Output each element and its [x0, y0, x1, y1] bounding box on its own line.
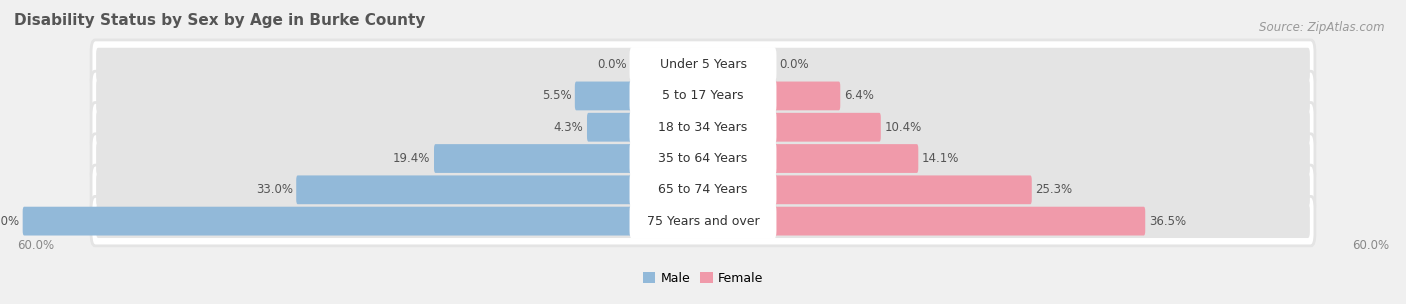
FancyBboxPatch shape	[630, 47, 776, 82]
FancyBboxPatch shape	[772, 175, 1032, 204]
Text: Source: ZipAtlas.com: Source: ZipAtlas.com	[1260, 21, 1385, 34]
Text: 18 to 34 Years: 18 to 34 Years	[658, 121, 748, 134]
FancyBboxPatch shape	[297, 175, 634, 204]
Text: 6.4%: 6.4%	[844, 89, 873, 102]
Text: Disability Status by Sex by Age in Burke County: Disability Status by Sex by Age in Burke…	[14, 13, 426, 28]
Text: 25.3%: 25.3%	[1035, 183, 1073, 196]
FancyBboxPatch shape	[91, 102, 1315, 152]
FancyBboxPatch shape	[630, 141, 776, 176]
FancyBboxPatch shape	[630, 172, 776, 207]
FancyBboxPatch shape	[575, 81, 634, 110]
FancyBboxPatch shape	[434, 144, 634, 173]
FancyBboxPatch shape	[22, 207, 634, 236]
Text: 5.5%: 5.5%	[541, 89, 571, 102]
FancyBboxPatch shape	[630, 110, 776, 145]
Text: 4.3%: 4.3%	[554, 121, 583, 134]
FancyBboxPatch shape	[96, 173, 1310, 207]
Legend: Male, Female: Male, Female	[638, 267, 768, 290]
Text: 60.0%: 60.0%	[1351, 239, 1389, 252]
FancyBboxPatch shape	[91, 71, 1315, 121]
Text: 0.0%: 0.0%	[598, 58, 627, 71]
FancyBboxPatch shape	[772, 113, 880, 142]
FancyBboxPatch shape	[630, 204, 776, 239]
Text: 19.4%: 19.4%	[394, 152, 430, 165]
Text: 10.4%: 10.4%	[884, 121, 921, 134]
FancyBboxPatch shape	[96, 142, 1310, 175]
Text: 36.5%: 36.5%	[1149, 215, 1185, 228]
Text: 60.0%: 60.0%	[0, 215, 20, 228]
FancyBboxPatch shape	[772, 144, 918, 173]
Text: 0.0%: 0.0%	[779, 58, 808, 71]
Text: Under 5 Years: Under 5 Years	[659, 58, 747, 71]
FancyBboxPatch shape	[91, 40, 1315, 89]
Text: 35 to 64 Years: 35 to 64 Years	[658, 152, 748, 165]
FancyBboxPatch shape	[91, 134, 1315, 183]
Text: 14.1%: 14.1%	[922, 152, 959, 165]
Text: 65 to 74 Years: 65 to 74 Years	[658, 183, 748, 196]
FancyBboxPatch shape	[91, 196, 1315, 246]
FancyBboxPatch shape	[772, 207, 1146, 236]
FancyBboxPatch shape	[96, 110, 1310, 144]
Text: 60.0%: 60.0%	[17, 239, 55, 252]
Text: 75 Years and over: 75 Years and over	[647, 215, 759, 228]
FancyBboxPatch shape	[772, 81, 841, 110]
FancyBboxPatch shape	[91, 165, 1315, 215]
FancyBboxPatch shape	[96, 204, 1310, 238]
FancyBboxPatch shape	[96, 48, 1310, 81]
FancyBboxPatch shape	[96, 79, 1310, 113]
FancyBboxPatch shape	[630, 78, 776, 113]
Text: 33.0%: 33.0%	[256, 183, 292, 196]
Text: 5 to 17 Years: 5 to 17 Years	[662, 89, 744, 102]
FancyBboxPatch shape	[586, 113, 634, 142]
